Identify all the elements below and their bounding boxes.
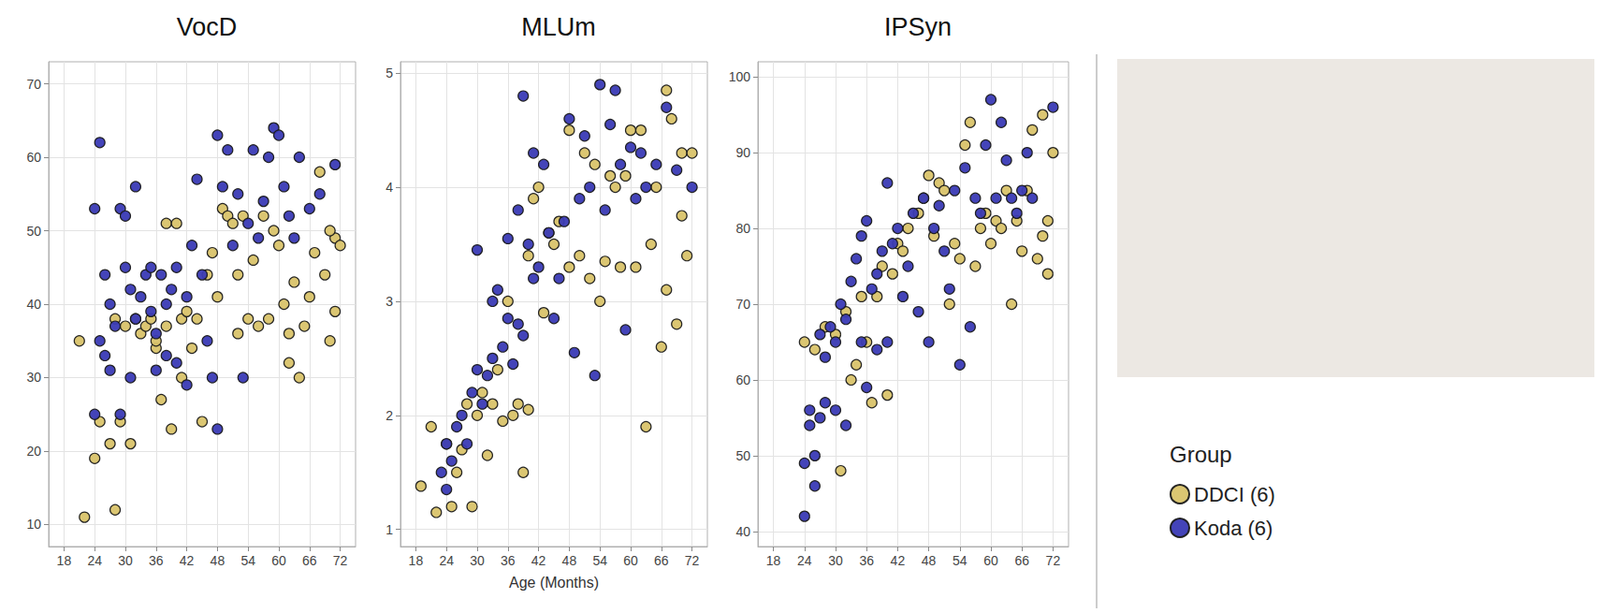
svg-text:30: 30 bbox=[26, 369, 42, 385]
svg-text:48: 48 bbox=[921, 552, 937, 568]
svg-text:Koda (6): Koda (6) bbox=[1193, 516, 1273, 540]
svg-text:30: 30 bbox=[828, 552, 844, 568]
svg-text:90: 90 bbox=[735, 145, 751, 160]
svg-text:72: 72 bbox=[333, 552, 349, 568]
svg-text:30: 30 bbox=[117, 552, 133, 568]
svg-text:5: 5 bbox=[385, 65, 393, 81]
svg-text:Age (Months): Age (Months) bbox=[509, 574, 599, 591]
svg-text:42: 42 bbox=[179, 552, 195, 568]
svg-text:1: 1 bbox=[385, 522, 393, 538]
svg-text:70: 70 bbox=[26, 76, 42, 92]
svg-text:40: 40 bbox=[26, 296, 42, 312]
svg-text:18: 18 bbox=[57, 552, 73, 568]
svg-text:60: 60 bbox=[271, 552, 287, 568]
svg-text:54: 54 bbox=[592, 552, 608, 568]
svg-text:2: 2 bbox=[385, 407, 393, 423]
svg-text:60: 60 bbox=[983, 552, 999, 568]
svg-text:36: 36 bbox=[858, 552, 874, 568]
svg-text:18: 18 bbox=[766, 552, 782, 568]
svg-text:60: 60 bbox=[623, 552, 639, 568]
svg-text:24: 24 bbox=[87, 552, 102, 568]
svg-text:54: 54 bbox=[952, 552, 968, 568]
svg-text:40: 40 bbox=[735, 523, 751, 539]
svg-text:70: 70 bbox=[735, 296, 751, 312]
svg-text:18: 18 bbox=[408, 552, 424, 568]
svg-text:48: 48 bbox=[210, 552, 226, 568]
svg-text:66: 66 bbox=[1014, 552, 1030, 568]
svg-text:20: 20 bbox=[26, 443, 42, 459]
svg-text:42: 42 bbox=[531, 552, 547, 568]
svg-text:66: 66 bbox=[654, 552, 670, 568]
svg-text:80: 80 bbox=[735, 220, 751, 236]
svg-text:36: 36 bbox=[500, 552, 516, 568]
svg-text:100: 100 bbox=[728, 69, 752, 85]
svg-text:MLUm: MLUm bbox=[521, 13, 597, 42]
svg-text:72: 72 bbox=[1046, 552, 1062, 568]
svg-text:IPSyn: IPSyn bbox=[884, 13, 952, 42]
svg-text:50: 50 bbox=[735, 448, 751, 464]
svg-text:36: 36 bbox=[148, 552, 164, 568]
svg-text:24: 24 bbox=[438, 552, 454, 568]
svg-text:42: 42 bbox=[890, 552, 906, 568]
svg-text:Group: Group bbox=[1169, 441, 1233, 467]
svg-text:54: 54 bbox=[240, 552, 256, 568]
svg-text:72: 72 bbox=[684, 552, 700, 568]
svg-text:60: 60 bbox=[735, 372, 751, 388]
svg-text:4: 4 bbox=[385, 179, 393, 195]
svg-text:50: 50 bbox=[26, 223, 42, 239]
svg-text:48: 48 bbox=[562, 552, 578, 568]
svg-text:66: 66 bbox=[302, 552, 318, 568]
svg-text:24: 24 bbox=[797, 552, 813, 568]
svg-text:3: 3 bbox=[385, 293, 393, 309]
svg-text:DDCI (6): DDCI (6) bbox=[1193, 482, 1276, 507]
svg-text:10: 10 bbox=[26, 516, 42, 532]
svg-text:60: 60 bbox=[26, 149, 42, 165]
svg-text:30: 30 bbox=[469, 552, 485, 568]
svg-text:VocD: VocD bbox=[176, 13, 238, 42]
